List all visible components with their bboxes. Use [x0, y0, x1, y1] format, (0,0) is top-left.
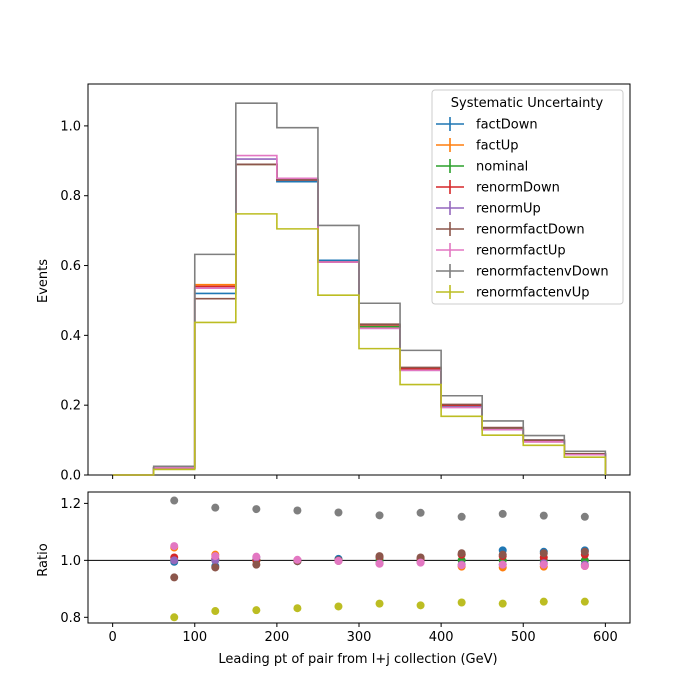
ratio-point — [580, 562, 589, 571]
ratio-point — [580, 512, 589, 521]
x-axis-label: Leading pt of pair from l+j collection (… — [218, 652, 497, 667]
ratio-point — [375, 559, 384, 568]
x-tick-label: 600 — [593, 630, 618, 645]
main-y-tick-label: 0.0 — [60, 469, 81, 484]
legend-item-renormfactenvDown: renormfactenvDown — [436, 264, 609, 280]
ratio-series-renormfactUp — [170, 542, 589, 571]
legend-label: renormfactenvDown — [476, 265, 609, 280]
ratio-point — [252, 606, 261, 615]
legend-item-nominal: nominal — [436, 159, 528, 175]
legend-item-renormfactDown: renormfactDown — [436, 222, 585, 238]
ratio-point — [211, 563, 220, 572]
ratio-point — [334, 602, 343, 611]
main-y-axis-label: Events — [36, 259, 51, 303]
histogram-renormfactenvUp — [112, 213, 607, 476]
x-tick-label: 0 — [108, 630, 116, 645]
ratio-y-axis-label: Ratio — [36, 543, 51, 576]
ratio-point — [498, 560, 507, 569]
legend: Systematic Uncertainty factDown factUp nom… — [431, 89, 624, 305]
main-y-tick-label: 1.0 — [60, 119, 81, 134]
ratio-panel: 0.8 1.0 1.2 0 100 200 300 400 500 600 Ratio Lead… — [36, 491, 631, 667]
x-tick-label: 500 — [511, 630, 536, 645]
x-tick-label: 400 — [429, 630, 454, 645]
ratio-point — [457, 561, 466, 570]
ratio-point — [170, 542, 179, 551]
ratio-point — [580, 547, 589, 556]
ratio-series-renormfactenvDown — [170, 496, 589, 521]
ratio-point — [170, 613, 179, 622]
ratio-point — [170, 496, 179, 505]
legend-items: factDown factUp nominal renormDown renormUp r… — [436, 117, 609, 301]
main-y-tick-label: 0.4 — [60, 329, 81, 344]
ratio-point — [170, 573, 179, 582]
ratio-point — [252, 505, 261, 514]
ratio-point — [498, 550, 507, 559]
legend-label: nominal — [476, 160, 528, 175]
x-tick-label: 100 — [182, 630, 207, 645]
ratio-point — [457, 598, 466, 607]
main-y-tick-label: 0.2 — [60, 399, 81, 414]
ratio-point — [539, 560, 548, 569]
ratio-point — [416, 508, 425, 517]
ratio-point — [375, 511, 384, 520]
ratio-series-renormfactenvUp — [170, 597, 589, 622]
ratio-point — [334, 556, 343, 565]
legend-label: renormfactDown — [476, 223, 585, 238]
ratio-point — [539, 549, 548, 558]
legend-item-factUp: factUp — [436, 138, 519, 154]
ratio-point — [375, 599, 384, 608]
ratio-point — [211, 552, 220, 561]
legend-item-renormfactenvUp: renormfactenvUp — [436, 285, 590, 301]
legend-label: renormfactenvUp — [476, 286, 590, 301]
ratio-point — [457, 512, 466, 521]
main-x-ticks — [112, 475, 606, 479]
ratio-point — [293, 506, 302, 515]
ratio-y-tick-label: 1.0 — [60, 554, 81, 569]
legend-box — [431, 89, 624, 305]
ratio-points — [170, 496, 589, 622]
main-y-tick-label: 0.8 — [60, 189, 81, 204]
ratio-point — [498, 599, 507, 608]
ratio-point — [252, 560, 261, 569]
legend-item-renormfactUp: renormfactUp — [436, 243, 566, 259]
legend-label: factDown — [476, 118, 538, 133]
main-panel: 0.0 0.2 0.4 0.6 0.8 1.0 Events — [36, 83, 631, 484]
main-histograms — [112, 102, 607, 476]
legend-item-factDown: factDown — [436, 117, 538, 133]
legend-label: renormfactUp — [476, 244, 566, 259]
ratio-y-tick-label: 1.2 — [60, 497, 81, 512]
ratio-point — [498, 509, 507, 518]
ratio-point — [580, 597, 589, 606]
ratio-point — [416, 558, 425, 567]
ratio-y-tick-label: 0.8 — [60, 611, 81, 626]
ratio-point — [539, 511, 548, 520]
legend-item-renormDown: renormDown — [436, 180, 560, 196]
main-y-tick-label: 0.6 — [60, 259, 81, 274]
ratio-point — [539, 597, 548, 606]
ratio-y-ticks: 0.8 1.0 1.2 — [60, 497, 88, 626]
legend-label: renormUp — [476, 202, 541, 217]
ratio-point — [375, 552, 384, 561]
x-tick-label: 200 — [264, 630, 289, 645]
ratio-point — [211, 503, 220, 512]
main-y-ticks: 0.0 0.2 0.4 0.6 0.8 1.0 — [60, 119, 88, 484]
legend-label: factUp — [476, 139, 519, 154]
ratio-point — [457, 549, 466, 558]
legend-label: renormDown — [476, 181, 560, 196]
legend-title: Systematic Uncertainty — [451, 96, 604, 111]
x-tick-label: 300 — [347, 630, 372, 645]
legend-item-renormUp: renormUp — [436, 201, 541, 217]
ratio-point — [293, 604, 302, 613]
ratio-point — [416, 601, 425, 610]
ratio-point — [334, 508, 343, 517]
ratio-x-ticks: 0 100 200 300 400 500 600 — [108, 623, 618, 645]
ratio-point — [211, 607, 220, 616]
ratio-point — [170, 556, 179, 565]
ratio-point — [293, 555, 302, 564]
ratio-point — [252, 552, 261, 561]
